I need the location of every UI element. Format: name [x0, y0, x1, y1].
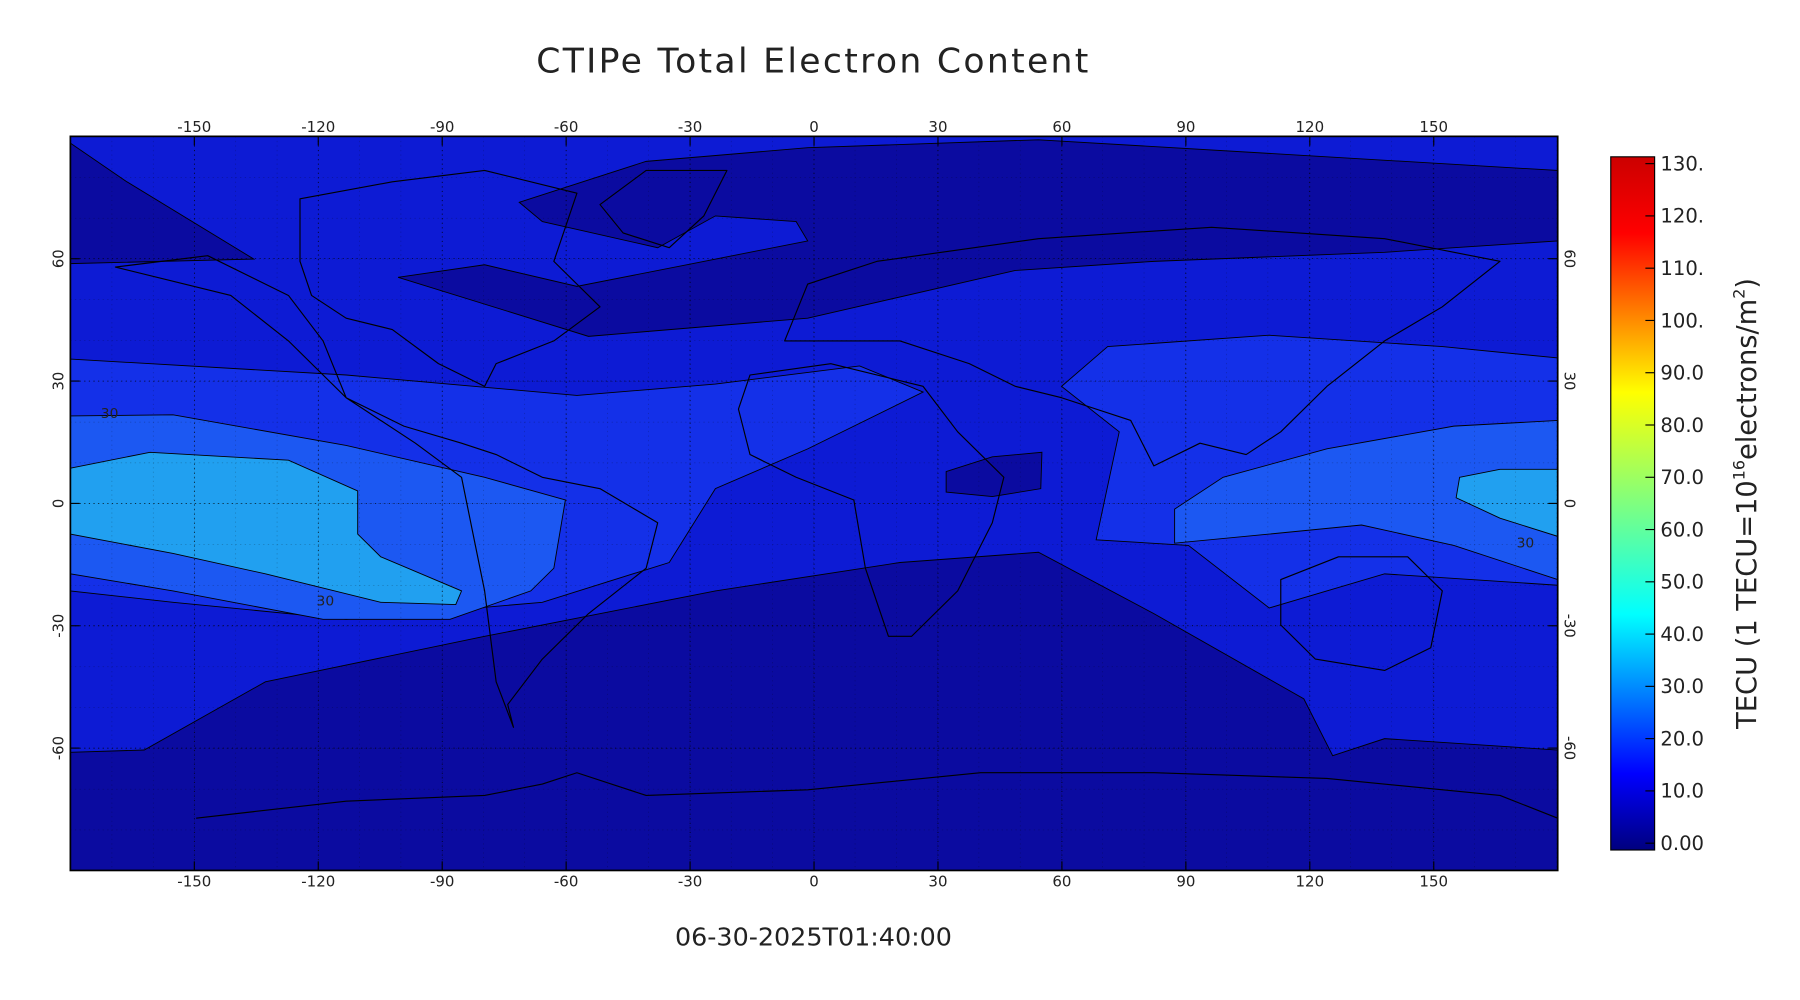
x-tick-label: 60: [1052, 872, 1071, 890]
colorbar-tick-label: 80.0: [1660, 414, 1704, 437]
colorbar-tick-label: 120.: [1660, 205, 1704, 228]
y-tick-label: -60: [49, 736, 67, 760]
y-tick-label: -30: [1561, 614, 1579, 638]
colorbar-tick-label: 40.0: [1660, 623, 1704, 646]
colorbar-label-text: TECU (1 TECU=10: [1731, 480, 1763, 730]
x-tick-label: -60: [554, 872, 578, 890]
colorbar-label-exponent: 2: [1730, 289, 1749, 299]
y-tick-label: 30: [1561, 372, 1579, 391]
coastline: [299, 169, 601, 387]
x-tick-label: 150: [1419, 118, 1448, 136]
y-tick-label: 60: [49, 249, 67, 268]
x-tick-label: 30: [928, 118, 947, 136]
colorbar-label: TECU (1 TECU=1016electrons/m2): [1730, 278, 1764, 730]
contour-label: 30: [1517, 536, 1535, 552]
x-tick-label: -30: [678, 872, 702, 890]
x-tick-label: -30: [678, 118, 702, 136]
y-tick-label: -30: [49, 614, 67, 638]
coastline: [599, 169, 728, 249]
colorbar-tick-label: 20.0: [1660, 728, 1704, 751]
x-tick-label: 90: [1176, 872, 1195, 890]
colorbar-label-text: ): [1731, 278, 1763, 289]
coastline: [784, 226, 1501, 467]
contour-label: 30: [317, 594, 335, 610]
coastline: [196, 772, 1558, 819]
x-tick-label: -60: [554, 118, 578, 136]
x-tick-label: 90: [1176, 118, 1195, 136]
x-tick-label: -120: [301, 872, 335, 890]
y-tick-label: -60: [1561, 736, 1579, 760]
x-tick-label: 0: [809, 872, 819, 890]
colorbar-tick-label: 60.0: [1660, 519, 1704, 542]
timestamp: 06-30-2025T01:40:00: [675, 923, 952, 952]
coastline: [1280, 556, 1443, 672]
colorbar-tick-label: 100.: [1660, 309, 1704, 332]
coastline: [737, 363, 1005, 637]
y-tick-label: 60: [1561, 249, 1579, 268]
colorbar-tick-label: 30.0: [1660, 675, 1704, 698]
x-tick-label: -90: [430, 118, 454, 136]
x-tick-label: -150: [177, 118, 211, 136]
colorbar-tick-label: 70.0: [1660, 466, 1704, 489]
x-tick-label: -90: [430, 872, 454, 890]
colorbar-label-exponent: 16: [1730, 460, 1749, 480]
title: CTIPe Total Electron Content: [536, 42, 1090, 82]
colorbar-tick-label: 50.0: [1660, 571, 1704, 594]
contour-label: 30: [101, 406, 119, 422]
x-tick-label: 60: [1052, 118, 1071, 136]
colorbar-label-text: electrons/m: [1731, 299, 1763, 460]
x-tick-label: 30: [928, 872, 947, 890]
y-tick-label: 0: [1561, 499, 1579, 508]
colorbar-tick-label: 130.: [1660, 153, 1704, 176]
colorbar-tick-label: 0.00: [1660, 832, 1704, 855]
y-tick-label: 30: [49, 372, 67, 391]
x-tick-label: 120: [1295, 872, 1324, 890]
colorbar-tick-label: 110.: [1660, 257, 1704, 280]
x-tick-label: -120: [301, 118, 335, 136]
y-tick-label: 0: [49, 499, 67, 508]
x-tick-label: -150: [177, 872, 211, 890]
colorbar-tick-label: 10.0: [1660, 780, 1704, 803]
colorbar: [1610, 156, 1656, 851]
coastline: [114, 255, 659, 728]
x-tick-label: 0: [809, 118, 819, 136]
x-tick-label: 150: [1419, 872, 1448, 890]
x-tick-label: 120: [1295, 118, 1324, 136]
colorbar-tick-label: 90.0: [1660, 362, 1704, 385]
